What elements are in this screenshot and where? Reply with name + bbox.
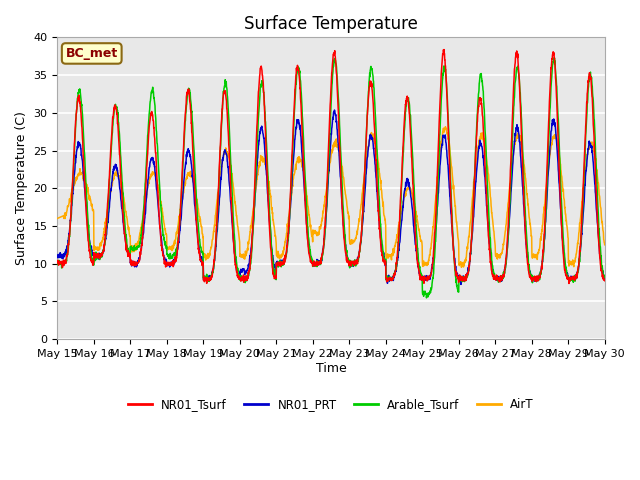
X-axis label: Time: Time [316,361,346,374]
Legend: NR01_Tsurf, NR01_PRT, Arable_Tsurf, AirT: NR01_Tsurf, NR01_PRT, Arable_Tsurf, AirT [124,393,539,416]
Title: Surface Temperature: Surface Temperature [244,15,418,33]
Y-axis label: Surface Temperature (C): Surface Temperature (C) [15,111,28,265]
Text: BC_met: BC_met [66,47,118,60]
